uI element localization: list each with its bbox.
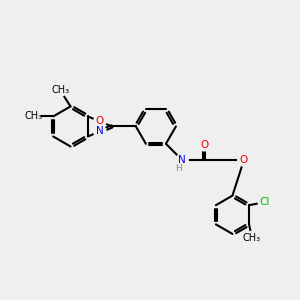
Text: O: O	[240, 155, 248, 165]
Circle shape	[94, 115, 106, 128]
Text: CH₃: CH₃	[51, 85, 69, 95]
Text: N: N	[96, 126, 104, 136]
Circle shape	[238, 154, 250, 166]
Text: O: O	[96, 116, 104, 126]
Text: CH₃: CH₃	[243, 232, 261, 243]
Circle shape	[176, 154, 188, 166]
Circle shape	[198, 139, 210, 151]
Text: O: O	[200, 140, 208, 150]
Circle shape	[258, 196, 271, 208]
Circle shape	[94, 125, 106, 138]
Circle shape	[246, 231, 258, 244]
Text: H: H	[175, 164, 181, 173]
Text: N: N	[178, 155, 186, 165]
Circle shape	[28, 110, 40, 123]
Text: CH₃: CH₃	[25, 111, 43, 122]
Circle shape	[54, 84, 66, 96]
Text: Cl: Cl	[259, 197, 269, 207]
